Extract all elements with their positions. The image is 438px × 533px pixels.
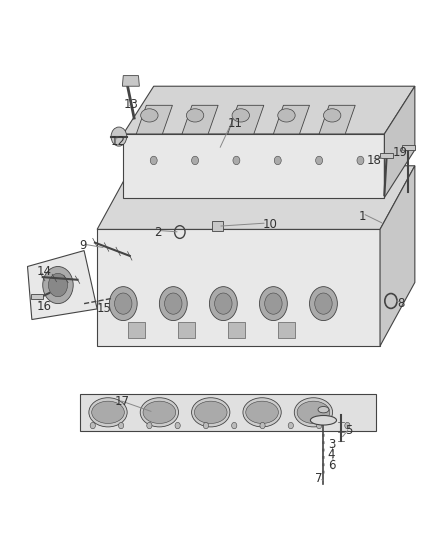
Circle shape <box>159 287 187 320</box>
Circle shape <box>165 293 182 314</box>
Circle shape <box>203 422 208 429</box>
Ellipse shape <box>232 109 250 122</box>
Circle shape <box>191 156 198 165</box>
Text: 1: 1 <box>358 209 366 223</box>
Polygon shape <box>182 106 218 134</box>
Polygon shape <box>28 251 97 319</box>
Text: 13: 13 <box>123 98 138 111</box>
Ellipse shape <box>92 401 124 423</box>
Circle shape <box>233 156 240 165</box>
Polygon shape <box>136 106 173 134</box>
Ellipse shape <box>311 416 336 425</box>
Text: 2: 2 <box>154 225 161 239</box>
Bar <box>127 322 145 338</box>
Text: 8: 8 <box>397 297 405 310</box>
Circle shape <box>110 287 137 320</box>
Circle shape <box>288 422 293 429</box>
Ellipse shape <box>186 109 204 122</box>
Circle shape <box>260 422 265 429</box>
Circle shape <box>345 422 350 429</box>
Ellipse shape <box>143 401 176 423</box>
Polygon shape <box>31 294 43 300</box>
Bar <box>178 322 195 338</box>
Circle shape <box>118 422 124 429</box>
Text: 11: 11 <box>228 117 243 130</box>
Text: 9: 9 <box>80 239 87 252</box>
Polygon shape <box>97 229 380 346</box>
Polygon shape <box>385 86 415 198</box>
Polygon shape <box>122 76 139 86</box>
Circle shape <box>310 287 337 320</box>
Text: 6: 6 <box>328 459 336 472</box>
Text: 19: 19 <box>393 146 408 159</box>
Polygon shape <box>273 106 310 134</box>
Circle shape <box>147 422 152 429</box>
Ellipse shape <box>278 109 295 122</box>
Circle shape <box>317 422 322 429</box>
Polygon shape <box>402 144 415 150</box>
Polygon shape <box>123 134 385 198</box>
Circle shape <box>215 293 232 314</box>
Text: 16: 16 <box>36 300 51 313</box>
Bar <box>278 322 295 338</box>
Ellipse shape <box>294 398 332 427</box>
Ellipse shape <box>246 401 279 423</box>
Ellipse shape <box>243 398 281 427</box>
Circle shape <box>274 156 281 165</box>
Ellipse shape <box>141 109 158 122</box>
Ellipse shape <box>191 398 230 427</box>
Polygon shape <box>123 86 415 134</box>
Text: 4: 4 <box>328 448 336 461</box>
Text: 14: 14 <box>36 265 51 278</box>
Circle shape <box>90 422 95 429</box>
Ellipse shape <box>89 398 127 427</box>
Ellipse shape <box>297 401 330 423</box>
Polygon shape <box>380 166 415 346</box>
Circle shape <box>48 273 67 297</box>
Circle shape <box>357 156 364 165</box>
Bar <box>228 322 245 338</box>
Circle shape <box>259 287 287 320</box>
Polygon shape <box>80 394 376 431</box>
Text: 3: 3 <box>328 438 335 450</box>
Text: 5: 5 <box>345 424 353 438</box>
Ellipse shape <box>323 109 341 122</box>
Text: 15: 15 <box>97 302 112 316</box>
Text: 12: 12 <box>110 135 125 148</box>
Polygon shape <box>380 152 393 158</box>
Circle shape <box>150 156 157 165</box>
Circle shape <box>315 293 332 314</box>
Circle shape <box>175 422 180 429</box>
Circle shape <box>43 266 73 304</box>
Circle shape <box>111 127 127 146</box>
Polygon shape <box>228 106 264 134</box>
Ellipse shape <box>194 401 227 423</box>
Text: 17: 17 <box>115 395 130 408</box>
Polygon shape <box>319 106 355 134</box>
Circle shape <box>115 293 132 314</box>
Circle shape <box>232 422 237 429</box>
Text: 7: 7 <box>315 472 322 485</box>
Bar <box>212 221 223 231</box>
Circle shape <box>265 293 282 314</box>
Circle shape <box>316 156 322 165</box>
Ellipse shape <box>318 407 329 413</box>
Text: 10: 10 <box>262 217 277 231</box>
Circle shape <box>209 287 237 320</box>
Polygon shape <box>97 166 415 229</box>
Text: 18: 18 <box>367 154 382 167</box>
Ellipse shape <box>140 398 179 427</box>
